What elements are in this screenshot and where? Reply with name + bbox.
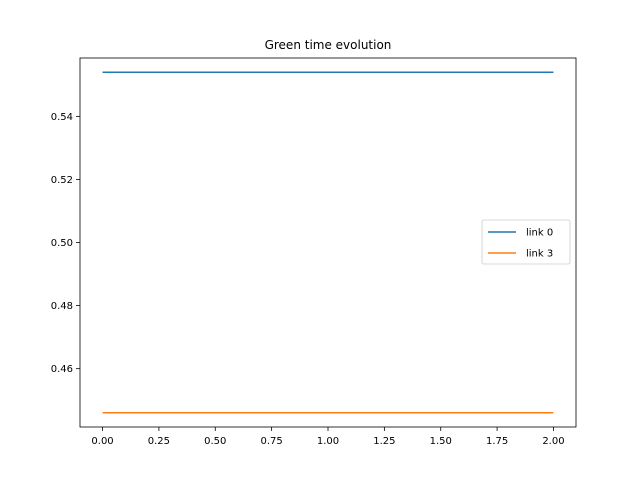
x-tick-label: 0.75 bbox=[261, 436, 283, 447]
x-tick-label: 0.00 bbox=[91, 436, 113, 447]
y-tick-label: 0.48 bbox=[51, 301, 73, 312]
y-tick-label: 0.50 bbox=[51, 238, 73, 249]
x-tick-label: 2.00 bbox=[542, 436, 564, 447]
x-tick-label: 1.75 bbox=[486, 436, 508, 447]
series-layer bbox=[102, 71, 554, 414]
y-tick-label: 0.46 bbox=[51, 364, 73, 375]
y-axis: 0.46 0.48 0.50 0.52 0.54 bbox=[51, 112, 80, 375]
x-tick-label: 1.25 bbox=[373, 436, 395, 447]
x-tick-label: 0.50 bbox=[204, 436, 226, 447]
chart-title: Green time evolution bbox=[265, 38, 392, 52]
x-tick-label: 1.50 bbox=[430, 436, 452, 447]
x-axis: 0.00 0.25 0.50 0.75 1.00 1.25 1.50 1.75 2.00 bbox=[91, 427, 565, 447]
legend-label-link-0: link 0 bbox=[526, 228, 553, 239]
x-tick-label: 1.00 bbox=[317, 436, 339, 447]
y-tick-label: 0.54 bbox=[51, 112, 73, 123]
y-tick-label: 0.52 bbox=[51, 175, 73, 186]
legend: link 0 link 3 bbox=[481, 219, 571, 265]
x-tick-label: 0.25 bbox=[148, 436, 170, 447]
legend-label-link-3: link 3 bbox=[526, 249, 553, 260]
